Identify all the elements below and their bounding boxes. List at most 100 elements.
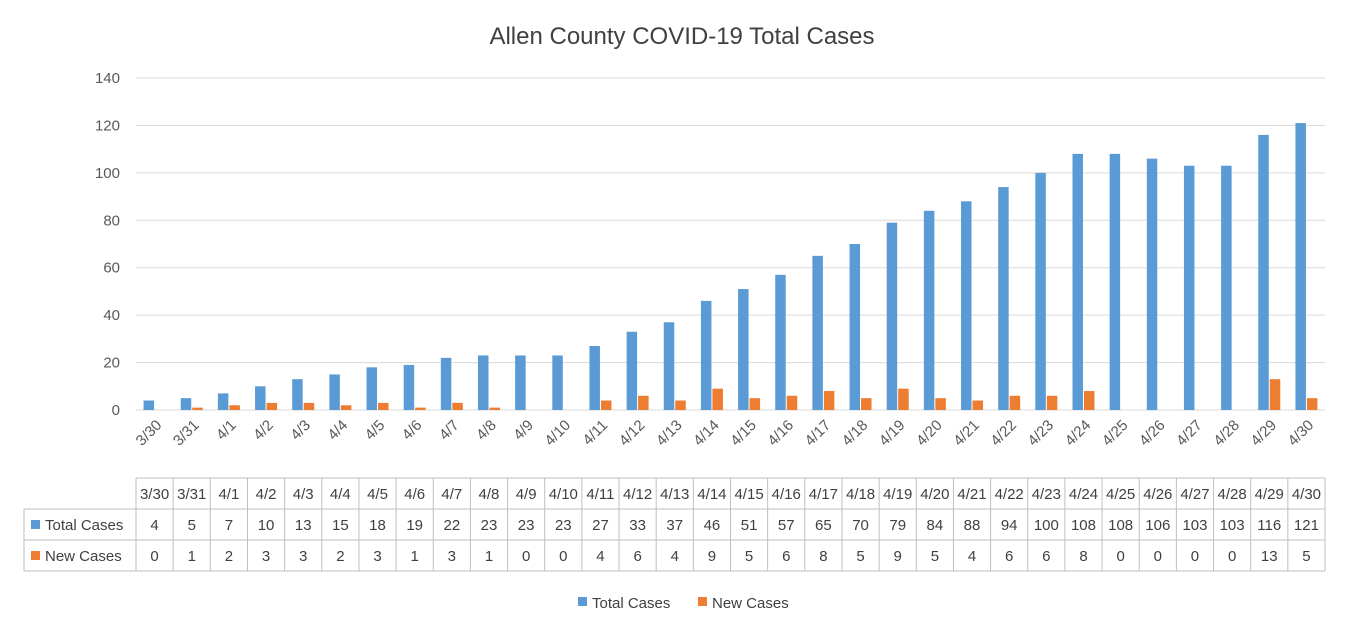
x-tick-label: 4/1	[213, 417, 240, 444]
x-tick-label: 4/8	[473, 417, 500, 444]
bar-new-cases	[1269, 379, 1281, 410]
x-tick-label: 4/23	[1024, 417, 1057, 450]
table-value-cell: 3	[373, 548, 381, 565]
table-value-cell: 4	[671, 548, 679, 565]
table-value-cell: 1	[411, 548, 419, 565]
bar-new-cases	[749, 398, 761, 410]
table-value-cell: 1	[188, 548, 196, 565]
table-value-cell: 0	[1116, 548, 1124, 565]
x-tick-label: 4/4	[324, 417, 351, 444]
x-tick-label: 4/29	[1247, 417, 1280, 450]
table-value-cell: 33	[629, 517, 646, 534]
bar-new-cases	[452, 402, 463, 410]
bar-total-cases	[589, 345, 600, 410]
bar-total-cases	[1183, 165, 1195, 410]
y-tick-label: 60	[103, 260, 120, 277]
x-tick-label: 4/27	[1173, 417, 1206, 450]
y-tick-label: 80	[103, 212, 120, 229]
x-axis-tick-labels: 3/30 3/31 4/1 4/2 4/3 4/4 4/5 4/6 4/7 4/8 4/9 4/10 4…	[133, 417, 1318, 450]
x-tick-label: 4/30	[1285, 417, 1318, 450]
table-value-cell: 2	[225, 548, 233, 565]
x-tick-label: 4/19	[876, 417, 909, 450]
bar-new-cases	[861, 398, 872, 410]
bar-new-cases	[378, 402, 389, 410]
y-tick-label: 20	[103, 355, 120, 372]
bar-total-cases	[1295, 123, 1306, 411]
table-value-cell: 88	[964, 517, 981, 534]
table-header-cell: 4/23	[1032, 486, 1061, 503]
table-value-cell: 0	[522, 548, 530, 565]
table-value-cell: 65	[815, 517, 832, 534]
bar-new-cases	[786, 395, 798, 410]
table-value-cell: 5	[931, 548, 939, 565]
table-value-cell: 6	[782, 548, 790, 565]
table-value-cell: 57	[778, 517, 795, 534]
bar-total-cases	[552, 355, 563, 410]
table-value-cell: 1	[485, 548, 493, 565]
table-value-cell: 23	[481, 517, 498, 534]
bar-total-cases	[886, 222, 898, 410]
table-value-cell: 27	[592, 517, 609, 534]
table-header-cell: 4/15	[734, 486, 763, 503]
bar-total-cases	[961, 201, 972, 410]
bar-new-cases	[1009, 395, 1021, 410]
y-tick-label: 120	[95, 117, 120, 134]
table-header-cell: 4/13	[660, 486, 689, 503]
table-value-cell: 5	[188, 517, 196, 534]
y-tick-label: 100	[95, 165, 120, 182]
bar-new-cases	[192, 407, 203, 410]
table-value-cell: 6	[1042, 548, 1050, 565]
bar-new-cases	[638, 395, 649, 410]
table-value-cell: 9	[708, 548, 716, 565]
table-header-cell: 4/12	[623, 486, 652, 503]
bar-total-cases	[663, 322, 675, 410]
x-tick-label: 4/18	[839, 417, 872, 450]
bar-total-cases	[738, 289, 749, 410]
table-header-cell: 4/8	[479, 486, 500, 503]
x-tick-label: 4/26	[1136, 417, 1169, 450]
table-value-cell: 4	[150, 517, 158, 534]
table-value-cell: 94	[1001, 517, 1018, 534]
x-tick-label: 4/28	[1210, 417, 1243, 450]
x-tick-label: 3/30	[133, 417, 166, 450]
bar-total-cases	[1072, 153, 1083, 410]
table-header-cell: 4/16	[772, 486, 801, 503]
x-tick-label: 4/6	[399, 417, 426, 444]
table-header-cell: 4/5	[367, 486, 388, 503]
table-value-cell: 6	[1005, 548, 1013, 565]
table-header-cell: 3/30	[140, 486, 169, 503]
x-tick-label: 4/3	[287, 417, 314, 444]
bar-new-cases	[972, 400, 984, 410]
table-header-cell: 4/4	[330, 486, 351, 503]
table-value-cell: 7	[225, 517, 233, 534]
table-value-cell: 23	[555, 517, 572, 534]
bar-new-cases	[675, 400, 686, 410]
table-value-cell: 15	[332, 517, 349, 534]
bar-new-cases	[1046, 395, 1058, 410]
bar-new-cases	[898, 388, 909, 410]
bar-total-cases	[1221, 165, 1232, 410]
table-header-cell: 4/10	[549, 486, 578, 503]
x-tick-label: 4/22	[987, 417, 1020, 450]
x-tick-label: 4/7	[436, 417, 463, 444]
table-header-cell: 4/28	[1218, 486, 1247, 503]
table-header-cell: 4/3	[293, 486, 314, 503]
table-header-cell: 4/20	[920, 486, 949, 503]
table-header-cell: 4/6	[404, 486, 425, 503]
legend-label: Total Cases	[592, 595, 670, 612]
legend-swatch	[578, 597, 587, 606]
bar-total-cases	[440, 357, 452, 410]
table-value-cell: 3	[448, 548, 456, 565]
x-tick-label: 4/14	[690, 417, 723, 450]
table-value-cell: 70	[852, 517, 869, 534]
table-value-cell: 5	[745, 548, 753, 565]
bar-new-cases	[712, 388, 723, 410]
table-value-cell: 84	[927, 517, 944, 534]
table-value-cell: 79	[889, 517, 906, 534]
table-header-cell: 4/25	[1106, 486, 1135, 503]
table-value-cell: 13	[1261, 548, 1278, 565]
bar-new-cases	[935, 398, 946, 410]
table-row-label: Total Cases	[45, 517, 123, 534]
bar-new-cases	[340, 405, 352, 410]
